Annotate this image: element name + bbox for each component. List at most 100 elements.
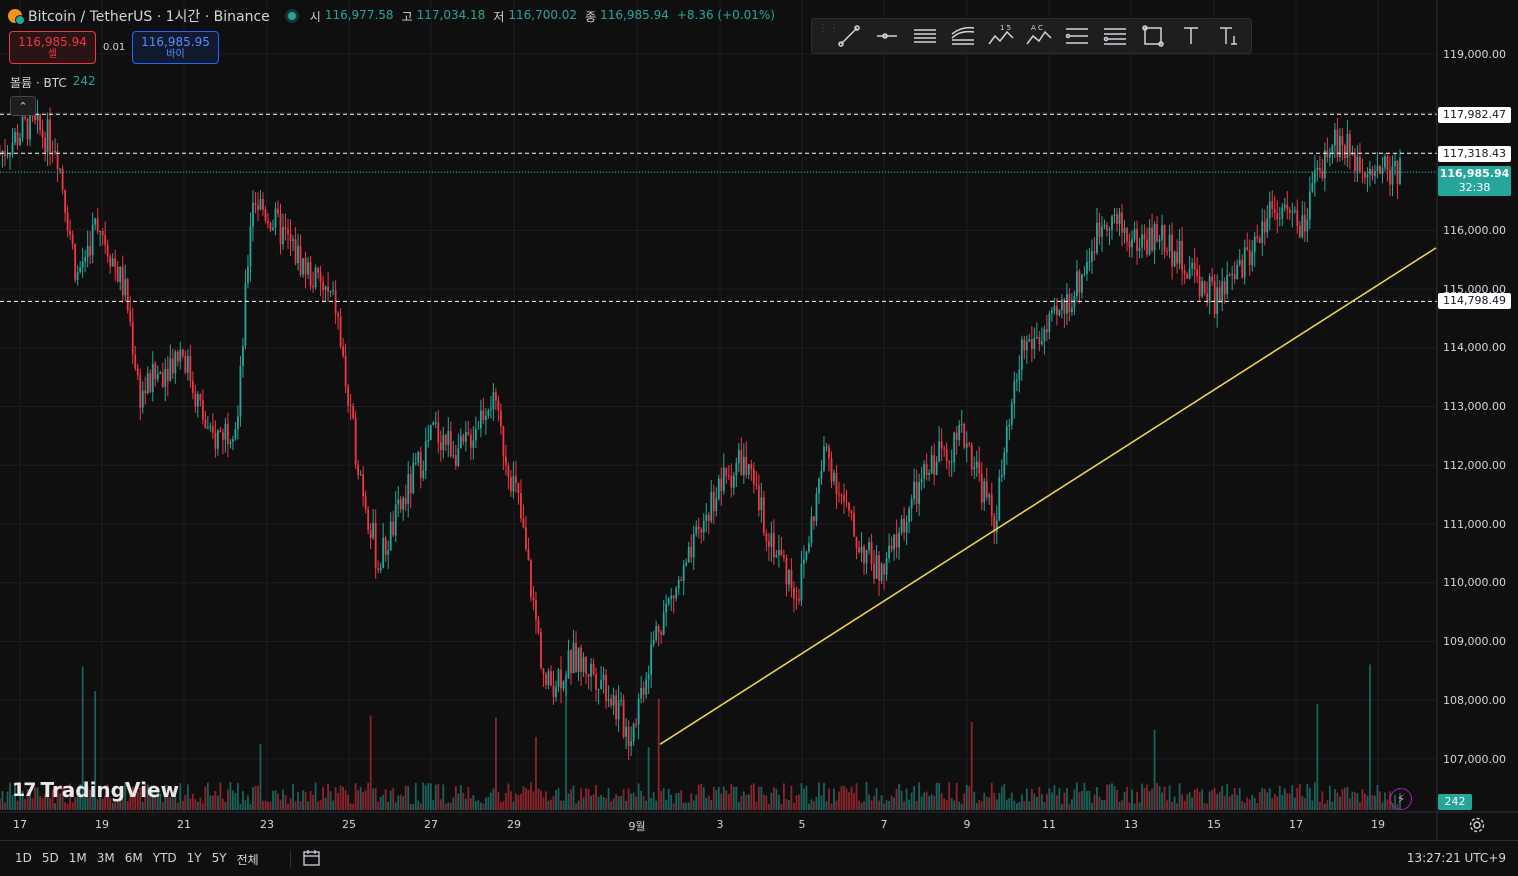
level-tag-support[interactable]: 114,798.49	[1438, 293, 1511, 309]
close-value: 116,985.94	[600, 7, 669, 22]
volume-bar	[424, 785, 427, 810]
candle-body	[1013, 381, 1016, 404]
candle-body	[247, 266, 249, 284]
sell-button[interactable]: 116,985.94 셀	[9, 31, 96, 64]
candle-body	[116, 266, 119, 283]
trendline[interactable]	[659, 247, 1437, 745]
candle-body	[1346, 134, 1349, 159]
volume-bar	[915, 801, 918, 810]
horizontal-ray-tool[interactable]	[868, 21, 906, 51]
range-1d-button[interactable]: 1D	[15, 851, 32, 865]
volume-bar	[282, 789, 284, 810]
candle-body	[868, 542, 870, 551]
trend-line-tool[interactable]	[830, 21, 868, 51]
parallel-channel-tool[interactable]	[906, 21, 944, 51]
candle-body	[650, 644, 653, 675]
range-5y-button[interactable]: 5Y	[211, 851, 227, 865]
candle-body	[1216, 287, 1219, 314]
candle-body	[359, 474, 362, 476]
volume-bar	[6, 791, 9, 810]
gear-icon[interactable]	[1468, 816, 1486, 834]
volume-bar	[277, 793, 279, 810]
fib-retracement-tool[interactable]	[1058, 21, 1096, 51]
volume-bar	[1126, 786, 1128, 810]
range-5d-button[interactable]: 5D	[41, 851, 59, 865]
date-label: 25	[342, 818, 356, 831]
candle-body	[557, 669, 560, 687]
anchored-text-tool[interactable]	[1210, 21, 1248, 51]
volume-bar	[447, 802, 450, 810]
volume-bar	[384, 789, 387, 810]
volume-bar	[1058, 788, 1061, 810]
candle-body	[277, 208, 279, 214]
volume-bar	[99, 792, 102, 810]
candle-body	[577, 647, 580, 673]
range-3m-button[interactable]: 3M	[96, 851, 115, 865]
volume-bar	[439, 799, 442, 810]
candle-body	[637, 698, 640, 725]
candle-body	[1206, 293, 1209, 303]
volume-bar	[1338, 796, 1341, 810]
level-tag-high[interactable]: 117,982.47	[1438, 107, 1511, 123]
volume-bar	[1211, 789, 1214, 810]
candle-body	[174, 351, 177, 374]
volume-bar	[833, 788, 835, 810]
lightning-icon[interactable]: ⚡	[1390, 788, 1412, 810]
calendar-icon[interactable]	[302, 849, 322, 867]
volume-bar	[1381, 802, 1384, 810]
volume-bar	[322, 787, 324, 810]
candle-body	[953, 432, 956, 462]
clock-timezone[interactable]: 13:27:21 UTC+9	[1406, 851, 1506, 865]
chart-canvas[interactable]	[0, 0, 1518, 840]
candle-body	[1341, 136, 1344, 146]
symbol-title[interactable]: Bitcoin / TetherUS · 1시간 · Binance	[28, 9, 270, 25]
elliott-wave-tool[interactable]: 1 5	[982, 21, 1020, 51]
text-tool[interactable]	[1172, 21, 1210, 51]
volume-legend[interactable]: 볼륨 · BTC 242	[10, 74, 96, 91]
abcd-pattern-tool[interactable]: A C	[1020, 21, 1058, 51]
date-label: 21	[177, 818, 191, 831]
volume-bar	[993, 792, 996, 810]
candle-body	[1015, 379, 1018, 382]
volume-value: 242	[72, 74, 96, 88]
candle-body	[755, 484, 758, 486]
volume-bar	[1288, 793, 1291, 810]
candle-body	[402, 497, 405, 510]
range-1y-button[interactable]: 1Y	[186, 851, 202, 865]
buy-button[interactable]: 116,985.95 바이	[132, 31, 219, 64]
candle-body	[364, 496, 367, 510]
range-all-button[interactable]: 전체	[236, 853, 259, 867]
range-1m-button[interactable]: 1M	[68, 851, 87, 865]
regression-tool[interactable]	[944, 21, 982, 51]
candle-body	[1058, 309, 1061, 315]
drag-handle-icon[interactable]: ⋮⋮	[818, 23, 840, 34]
volume-bar	[705, 798, 708, 810]
volume-bar	[166, 785, 169, 810]
candle-body	[935, 461, 938, 475]
candle-body	[1096, 222, 1098, 253]
rectangle-tool[interactable]	[1134, 21, 1172, 51]
volume-bar	[302, 790, 304, 810]
candle-body	[51, 151, 54, 153]
candle-body	[950, 461, 953, 463]
volume-bar	[1216, 794, 1219, 810]
collapse-legend-button[interactable]: ⌃	[10, 96, 36, 116]
range-ytd-button[interactable]: YTD	[152, 851, 177, 865]
level-tag-resistance[interactable]: 117,318.43	[1438, 146, 1511, 162]
candle-body	[1208, 276, 1211, 303]
candle-body	[349, 405, 352, 407]
candle-body	[535, 600, 537, 620]
volume-bar	[777, 794, 780, 810]
volume-bar	[199, 797, 202, 810]
volume-bar	[690, 793, 693, 810]
range-6m-button[interactable]: 6M	[124, 851, 143, 865]
price-label: 107,000.00	[1443, 753, 1506, 766]
candle-body	[166, 368, 169, 382]
horizontal-levels[interactable]	[0, 113, 1437, 302]
volume-bar	[354, 783, 357, 810]
volume-bar	[1366, 795, 1369, 810]
volume-bar	[1336, 792, 1339, 810]
volume-bar	[730, 783, 733, 810]
volume-bar	[858, 800, 860, 810]
fib-extension-tool[interactable]	[1096, 21, 1134, 51]
